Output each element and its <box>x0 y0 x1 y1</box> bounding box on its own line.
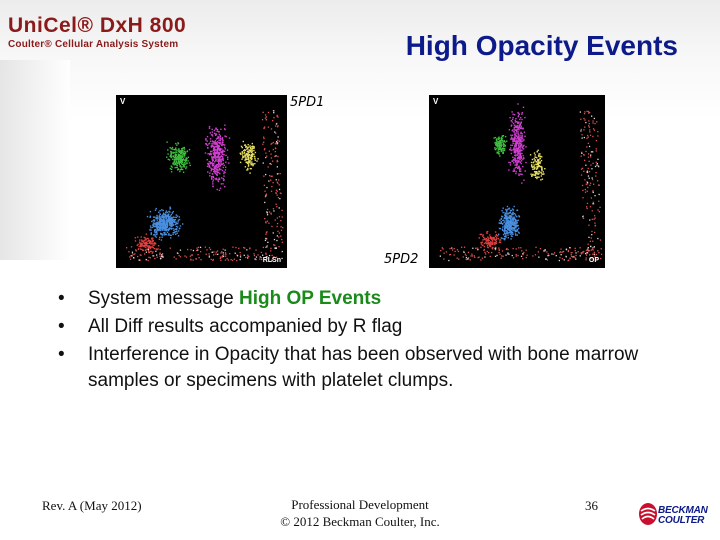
bullet-item-interference: • Interference in Opacity that has been … <box>58 342 678 394</box>
plot1-y-axis-letter: V <box>120 97 126 106</box>
bullet-item-text: Interference in Opacity that has been ob… <box>88 344 639 391</box>
scatterplot-5pd1: V RLSn <box>116 95 287 268</box>
footer-center-line1: Professional Development <box>291 497 429 512</box>
logo-mark-icon <box>639 503 657 525</box>
logo-wordmark: BECKMAN COULTER <box>658 506 708 526</box>
bullet-item-system-message: • System message High OP Events <box>58 286 678 314</box>
bullet-dot-icon: • <box>58 316 65 337</box>
footer-center-line2: © 2012 Beckman Coulter, Inc. <box>280 514 440 529</box>
bullet-dot-icon: • <box>58 288 65 309</box>
bullet-list: • System message High OP Events • All Di… <box>58 286 678 394</box>
bullet-dot-icon: • <box>58 344 65 365</box>
plot1-caption: 5PD1 <box>290 95 325 110</box>
scatterplot-5pd2: V OP <box>429 95 605 268</box>
logo-line2: COULTER <box>658 515 705 526</box>
plot2-x-axis-label: OP <box>588 257 599 264</box>
bullet-item-text: All Diff results accompanied by R flag <box>88 316 403 337</box>
instrument-graphic <box>0 60 70 260</box>
brand-title: UniCel® DxH 800 <box>8 14 187 37</box>
plot1-x-axis-label: RLSn <box>262 257 281 264</box>
highlight-text: High OP Events <box>239 288 382 309</box>
footer-revision: Rev. A (May 2012) <box>42 498 142 513</box>
bullet-item-r-flag: • All Diff results accompanied by R flag <box>58 314 678 342</box>
slide-title: High Opacity Events <box>405 30 678 61</box>
scatterplot-5pd1-graphic <box>126 110 284 262</box>
bullet-item-text: System message <box>88 288 239 309</box>
logo-line1: BECKMAN <box>658 505 708 516</box>
plot2-y-axis-letter: V <box>433 97 439 106</box>
page-number: 36 <box>585 498 598 513</box>
brand-subtitle: Coulter® Cellular Analysis System <box>8 39 179 50</box>
scatterplot-5pd2-graphic <box>439 103 603 262</box>
footer-copyright: Professional Development © 2012 Beckman … <box>255 496 465 530</box>
beckman-coulter-logo: BECKMAN COULTER <box>638 498 718 538</box>
plot2-caption: 5PD2 <box>384 252 419 267</box>
brand-logo: UniCel® DxH 800 Coulter® Cellular Analys… <box>8 14 186 50</box>
